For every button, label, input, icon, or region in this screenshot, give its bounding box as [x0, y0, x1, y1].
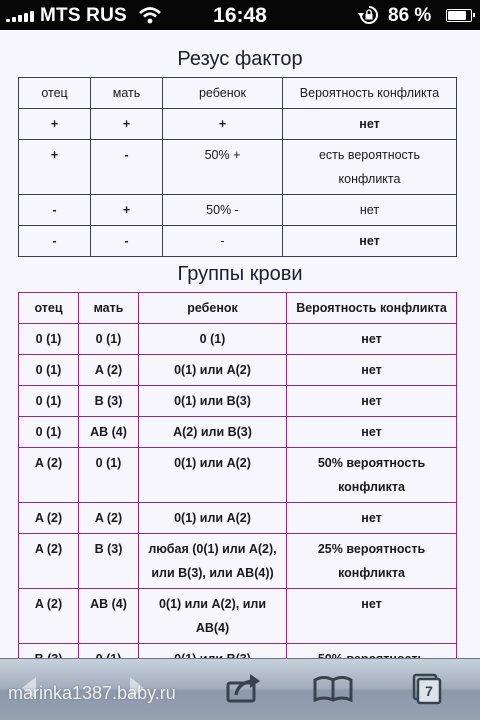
tabs-icon	[412, 673, 442, 705]
table-row: 0 (1) AB (4) A(2) или B(3) нет	[18, 416, 457, 448]
table-cell: 50% вероятность конфликта	[286, 643, 457, 658]
table-cell: +	[18, 108, 91, 140]
table-cell: 0(1) или B(3)	[138, 643, 287, 658]
table-cell: -	[90, 139, 163, 195]
battery-percent: 86 %	[388, 5, 432, 26]
table-cell: нет	[286, 354, 457, 386]
share-icon[interactable]	[224, 671, 264, 705]
table-header-row: отец мать ребенок Вероятность конфликта	[18, 292, 457, 324]
tabs-button[interactable]: 7	[412, 671, 446, 705]
wifi-icon	[139, 7, 161, 24]
header-cell: ребенок	[138, 292, 287, 324]
table-cell: A (2)	[78, 354, 139, 386]
table-cell: 0 (1)	[78, 323, 139, 355]
table-cell: 0 (1)	[18, 354, 79, 386]
table-cell: 0(1) или A(2)	[138, 447, 287, 503]
header-cell: ребенок	[162, 77, 283, 109]
table-cell: A(2) или B(3)	[138, 416, 287, 448]
table-cell: 0 (1)	[18, 323, 79, 355]
table-cell: 0(1) или A(2), или AB(4)	[138, 588, 287, 644]
table-row: A (2) B (3) любая (0(1) или A(2), или B(…	[18, 533, 457, 589]
battery-icon	[446, 9, 475, 22]
table-cell: A (2)	[78, 502, 139, 534]
table-cell: 0(1) или A(2)	[138, 354, 287, 386]
table-row: A (2) AB (4) 0(1) или A(2), или AB(4) не…	[18, 588, 457, 644]
table-cell: +	[90, 108, 163, 140]
table-cell: 25% вероятность конфликта	[286, 533, 457, 589]
table-cell: 0 (1)	[18, 416, 79, 448]
table-cell: B (3)	[78, 385, 139, 417]
table-cell: 0 (1)	[78, 643, 139, 658]
back-icon[interactable]	[12, 671, 46, 705]
table-cell: 0 (1)	[78, 447, 139, 503]
table-cell: нет	[282, 108, 457, 140]
rh-factor-title: Резус фактор	[177, 48, 303, 70]
table-cell: нет	[286, 323, 457, 355]
table-cell: -	[162, 225, 283, 257]
table-cell: есть вероятность конфликта	[282, 139, 457, 195]
table-cell: -	[18, 194, 91, 226]
table-row: A (2) A (2) 0(1) или A(2) нет	[18, 502, 457, 534]
header-cell: Вероятность конфликта	[286, 292, 457, 324]
status-bar: MTS RUS 16:48 86 %	[0, 0, 480, 30]
table-cell: нет	[282, 225, 457, 257]
table-cell: 0 (1)	[138, 323, 287, 355]
table-cell: нет	[286, 588, 457, 644]
rotation-lock-icon	[358, 6, 378, 24]
table-cell: нет	[286, 502, 457, 534]
table-cell: 50% +	[162, 139, 283, 195]
rh-factor-table: отец мать ребенок Вероятность конфликта …	[18, 77, 457, 257]
table-header-row: отец мать ребенок Вероятность конфликта	[18, 77, 457, 109]
table-cell: любая (0(1) или A(2), или B(3), или AB(4…	[138, 533, 287, 589]
table-cell: -	[90, 225, 163, 257]
table-cell: нет	[286, 416, 457, 448]
table-cell: AB (4)	[78, 588, 139, 644]
table-cell: 0(1) или A(2)	[138, 502, 287, 534]
table-row: B (3) 0 (1) 0(1) или B(3) 50% вероятност…	[18, 643, 457, 658]
table-cell: 50% -	[162, 194, 283, 226]
carrier-name: MTS RUS	[40, 5, 127, 26]
browser-toolbar: marinka1387.baby.ru 7	[0, 658, 480, 720]
table-row: A (2) 0 (1) 0(1) или A(2) 50% вероятност…	[18, 447, 457, 503]
tabs-count: 7	[425, 683, 433, 699]
blood-groups-table: отец мать ребенок Вероятность конфликта …	[18, 292, 457, 658]
watermark: marinka1387.baby.ru	[8, 683, 176, 703]
table-row: + + + нет	[18, 108, 457, 140]
table-row: - + 50% - нет	[18, 194, 457, 226]
table-cell: 0(1) или B(3)	[138, 385, 287, 417]
table-cell: A (2)	[18, 588, 79, 644]
table-cell: 0 (1)	[18, 385, 79, 417]
table-cell: AB (4)	[78, 416, 139, 448]
header-cell: отец	[18, 77, 91, 109]
table-row: 0 (1) A (2) 0(1) или A(2) нет	[18, 354, 457, 386]
header-cell: мать	[90, 77, 163, 109]
bookmarks-icon[interactable]	[312, 671, 354, 705]
table-cell: A (2)	[18, 447, 79, 503]
table-cell: B (3)	[18, 643, 79, 658]
web-content[interactable]: Резус фактор отец мать ребенок Вероятнос…	[0, 30, 480, 658]
table-cell: A (2)	[18, 502, 79, 534]
table-cell: +	[162, 108, 283, 140]
header-cell: Вероятность конфликта	[282, 77, 457, 109]
table-cell: нет	[282, 194, 457, 226]
table-cell: +	[90, 194, 163, 226]
table-cell: A (2)	[18, 533, 79, 589]
table-row: 0 (1) 0 (1) 0 (1) нет	[18, 323, 457, 355]
forward-icon[interactable]	[120, 671, 154, 705]
table-cell: +	[18, 139, 91, 195]
header-cell: отец	[18, 292, 79, 324]
table-cell: 50% вероятность конфликта	[286, 447, 457, 503]
table-row: - - - нет	[18, 225, 457, 257]
table-cell: B (3)	[78, 533, 139, 589]
blood-groups-title: Группы крови	[177, 263, 303, 285]
table-row: 0 (1) B (3) 0(1) или B(3) нет	[18, 385, 457, 417]
table-row: + - 50% + есть вероятность конфликта	[18, 139, 457, 195]
table-cell: нет	[286, 385, 457, 417]
table-cell: -	[18, 225, 91, 257]
header-cell: мать	[78, 292, 139, 324]
